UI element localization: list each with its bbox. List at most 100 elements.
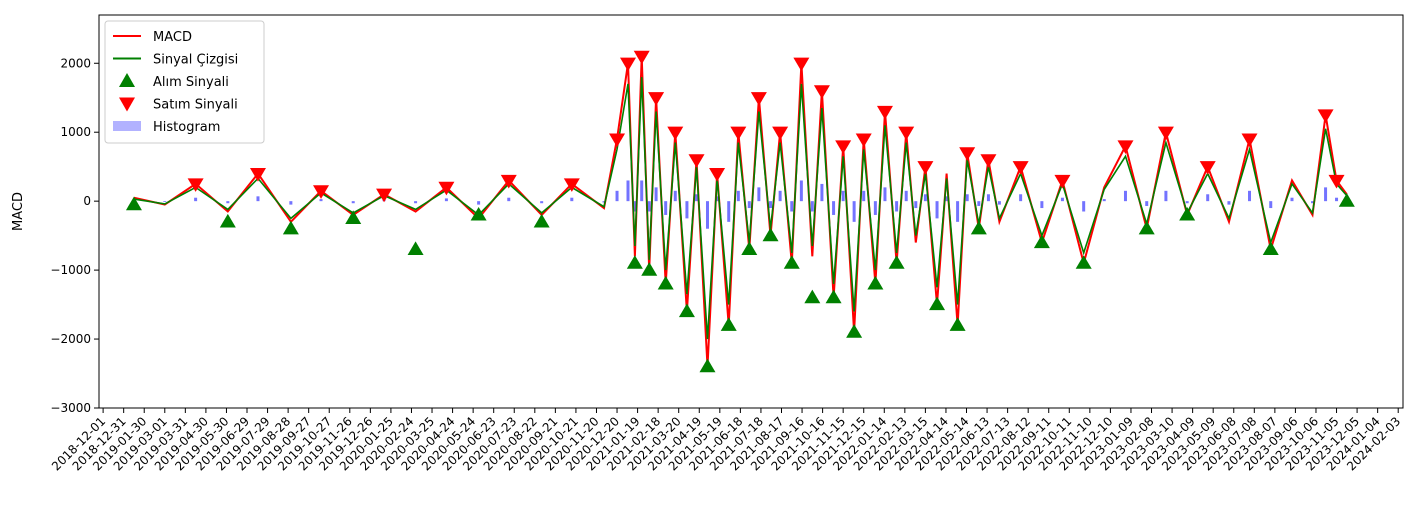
histogram-bar	[664, 201, 668, 215]
sell-signal-marker	[835, 140, 852, 154]
histogram-bar	[289, 201, 293, 205]
histogram-bar	[923, 194, 927, 202]
buy-signal-marker	[970, 220, 987, 235]
histogram-bar	[945, 196, 949, 202]
histogram-bar	[1019, 194, 1023, 202]
histogram-bar	[997, 201, 1001, 205]
buy-signal-marker	[1033, 234, 1050, 249]
histogram-bar	[757, 187, 761, 202]
histogram-bar	[647, 201, 651, 212]
y-tick-label: 0	[83, 194, 91, 208]
buy-signal-marker	[345, 210, 362, 224]
y-axis-title: MACD	[11, 192, 26, 231]
buy-signal-marker	[1075, 255, 1092, 269]
histogram-bar	[747, 201, 751, 209]
sell-signal-marker	[917, 161, 934, 175]
legend-box	[104, 20, 265, 144]
histogram-bar	[736, 190, 740, 202]
histogram-bar	[685, 201, 689, 219]
buy-signal-marker	[783, 255, 800, 269]
buy-signal-marker	[219, 213, 236, 228]
histogram-bar	[256, 196, 260, 202]
histogram-bar	[1082, 201, 1086, 212]
sell-signal-marker	[730, 126, 747, 141]
histogram-bar	[1060, 197, 1064, 202]
sell-signal-marker	[1117, 140, 1134, 154]
histogram-bar	[895, 201, 899, 212]
histogram-bar	[1145, 201, 1149, 206]
buy-signal-marker	[804, 289, 821, 304]
sell-signal-marker	[1317, 109, 1334, 123]
buy-signal-marker	[720, 317, 737, 331]
plot-frame	[98, 14, 1404, 409]
histogram-bar	[1185, 201, 1189, 204]
buy-signal-marker	[929, 296, 946, 311]
buy-signal-marker	[1262, 241, 1279, 256]
y-tick-label: 2000	[60, 56, 91, 70]
histogram-bar	[1040, 201, 1044, 209]
legend-swatch-buy-marker	[119, 73, 135, 87]
legend-label: Sinyal Çizgisi	[153, 53, 238, 68]
buy-signal-marker	[470, 206, 487, 221]
histogram-bar	[1290, 197, 1294, 202]
buy-signal-marker	[125, 196, 142, 211]
y-tick-label: −3000	[50, 401, 91, 415]
sell-signal-marker	[620, 57, 637, 72]
histogram-bar	[727, 201, 731, 222]
histogram-bar	[540, 201, 544, 204]
buy-signal-marker	[867, 275, 884, 290]
histogram-bar	[654, 187, 658, 202]
histogram-bar	[977, 201, 981, 206]
sell-signal-marker	[313, 185, 330, 199]
histogram-bar	[1164, 190, 1168, 202]
sell-signal-marker	[980, 154, 997, 168]
buy-signal-marker	[657, 275, 674, 290]
buy-signal-marker	[678, 303, 695, 318]
histogram-layer	[132, 180, 1349, 229]
histogram-bar	[640, 180, 644, 202]
histogram-bar	[444, 198, 448, 202]
histogram-bar	[477, 201, 481, 205]
buy-signal-marker	[699, 358, 716, 373]
legend-label: Histogram	[153, 120, 220, 135]
histogram-bar	[633, 201, 637, 212]
histogram-bar	[841, 190, 845, 202]
histogram-bar	[351, 201, 355, 204]
sell-signal-marker	[648, 92, 665, 106]
histogram-bar	[1269, 201, 1273, 209]
buy-signal-marker	[407, 241, 424, 256]
sell-signal-marker	[709, 167, 726, 182]
histogram-bar	[570, 197, 574, 202]
histogram-bar	[414, 201, 418, 204]
sell-signal-marker	[249, 167, 266, 182]
sell-signal-marker	[876, 105, 893, 120]
buy-signal-marker	[825, 289, 842, 304]
histogram-bar	[626, 180, 630, 202]
histogram-bar	[705, 201, 709, 229]
histogram-bar	[507, 197, 511, 202]
sell-signal-marker	[1012, 161, 1029, 175]
sell-signal-marker	[376, 188, 393, 203]
histogram-bar	[1324, 187, 1328, 202]
sell-signal-marker	[438, 181, 455, 196]
buy-signal-marker	[1179, 206, 1196, 221]
histogram-bar	[695, 194, 699, 202]
y-tick-label: −1000	[50, 263, 91, 277]
histogram-bar	[226, 201, 230, 204]
buy-signal-marker	[533, 213, 550, 228]
sell-signal-marker	[609, 133, 626, 148]
buy-signal-marker	[641, 262, 658, 276]
sell-signal-marker	[793, 57, 810, 72]
legend: MACD Sinyal Çizgisi Alım Sinyali Satım Siny…	[104, 20, 265, 144]
legend-label: Satım Sinyali	[153, 98, 238, 113]
histogram-bar	[904, 190, 908, 202]
sell-signal-marker	[187, 178, 204, 192]
buy-signal-marker	[762, 227, 779, 242]
legend-label: Alım Sinyali	[153, 75, 229, 90]
histogram-bar	[194, 197, 198, 202]
histogram-bar	[715, 196, 719, 202]
buy-signal-marker	[888, 255, 905, 269]
histogram-bar	[914, 201, 918, 209]
histogram-bar	[1102, 199, 1106, 202]
